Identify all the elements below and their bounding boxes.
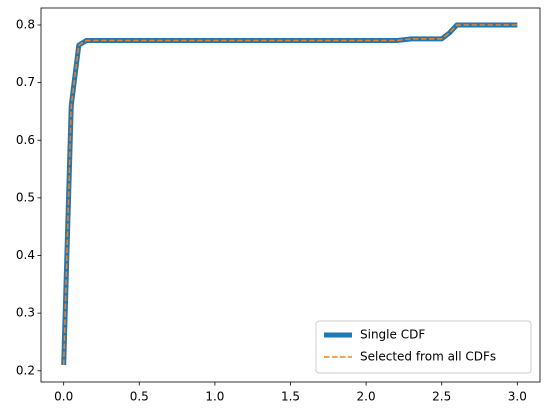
x-tick-label: 0.5	[130, 390, 149, 404]
y-tick-label: 0.5	[16, 190, 35, 204]
x-tick-label: 0.0	[54, 390, 73, 404]
legend-label: Selected from all CDFs	[360, 350, 496, 364]
y-tick-label: 0.3	[16, 306, 35, 320]
y-tick-label: 0.7	[16, 75, 35, 89]
y-tick-label: 0.8	[16, 18, 35, 32]
x-tick-label: 2.5	[432, 390, 451, 404]
y-tick-label: 0.4	[16, 248, 35, 262]
x-tick-label: 3.0	[508, 390, 527, 404]
x-tick-label: 2.0	[357, 390, 376, 404]
x-tick-label: 1.5	[281, 390, 300, 404]
y-tick-label: 0.2	[16, 363, 35, 377]
legend-box	[315, 320, 532, 374]
legend-label: Single CDF	[360, 328, 425, 342]
y-tick-label: 0.6	[16, 133, 35, 147]
series-line	[61, 22, 518, 366]
series-line	[62, 24, 518, 366]
x-tick-label: 1.0	[205, 390, 224, 404]
